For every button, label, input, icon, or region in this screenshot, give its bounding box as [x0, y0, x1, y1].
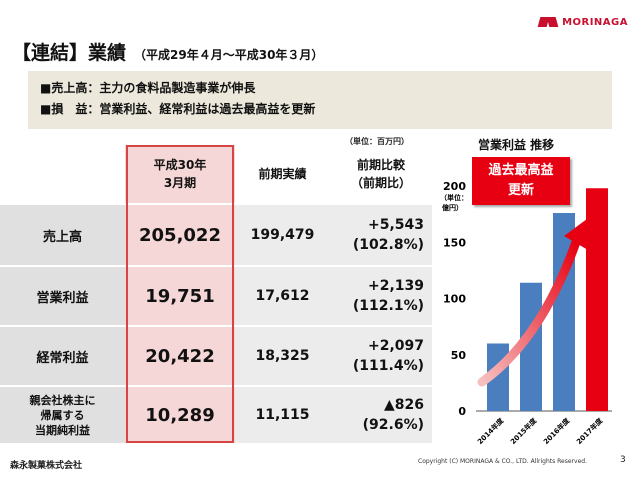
- row-current-value: 10,289: [125, 387, 235, 443]
- row-label: 売上高: [0, 205, 125, 265]
- title-period: （平成29年４月～平成30年３月）: [134, 48, 324, 62]
- row-change: +2,097 (111.4%): [330, 327, 432, 385]
- row-label: 営業利益: [0, 267, 125, 325]
- y-axis-unit-2: 億円）: [442, 203, 463, 212]
- y-axis-ticks: 0 50 100 150 200: [443, 180, 466, 418]
- header-previous: 前期実績: [235, 145, 330, 203]
- summary-box: ■売上高：主力の食料品製造事業が伸長 ■損 益：営業利益、経常利益は過去最高益を…: [28, 71, 612, 129]
- x-tick-label: 2017年度: [574, 415, 605, 446]
- footer-company: 森永製菓株式会社: [10, 461, 83, 471]
- operating-profit-chart: （単位： 億円） 0 50 100 150 200 2014年度 2015年度 2016年度…: [440, 180, 612, 446]
- header-change: 前期比較 （前期比）: [330, 145, 432, 203]
- footer-copyright: Copyright (C) MORINAGA & CO., LTD. Allri…: [418, 458, 587, 465]
- row-current-value: 20,422: [125, 327, 235, 385]
- logo-text: MORINAGA: [562, 16, 628, 28]
- chart-title: 営業利益 推移: [478, 138, 555, 152]
- growth-arrow-icon: [564, 216, 591, 250]
- title-main: 【連結】業績: [12, 42, 127, 64]
- row-current-value: 19,751: [125, 267, 235, 325]
- bar-2017年度: [586, 188, 608, 411]
- row-current-value: 205,022: [125, 205, 235, 265]
- header-current-period: 平成30年 3月期: [125, 145, 235, 203]
- table-row: 営業利益 19,751 17,612 +2,139 (112.1%): [0, 267, 432, 325]
- y-tick-label: 50: [451, 349, 467, 362]
- bar-2015年度: [520, 282, 542, 411]
- row-previous-value: 11,115: [235, 387, 330, 443]
- growth-arrow-shaft: [477, 237, 581, 387]
- x-tick-label: 2016年度: [541, 415, 572, 446]
- row-change: +2,139 (112.1%): [330, 267, 432, 325]
- page-title: 【連結】業績 （平成29年４月～平成30年３月）: [12, 38, 323, 65]
- y-tick-label: 0: [458, 405, 466, 418]
- row-previous-value: 17,612: [235, 267, 330, 325]
- row-previous-value: 199,479: [235, 205, 330, 265]
- table-row: 売上高 205,022 199,479 +5,543 (102.8%): [0, 205, 432, 265]
- row-change: +5,543 (102.8%): [330, 205, 432, 265]
- record-profit-callout: 過去最高益 更新: [472, 157, 570, 205]
- table-unit-note: （単位：百万円）: [345, 137, 409, 146]
- row-label: 親会社株主に 帰属する 当期純利益: [0, 387, 125, 443]
- y-tick-label: 150: [443, 236, 466, 249]
- row-label: 経常利益: [0, 327, 125, 385]
- summary-profit: ■損 益：営業利益、経常利益は過去最高益を更新: [40, 102, 316, 116]
- x-tick-label: 2014年度: [475, 415, 506, 446]
- y-tick-label: 100: [443, 293, 466, 306]
- morinaga-logo-icon: [539, 16, 559, 28]
- morinaga-logo: MORINAGA: [539, 16, 628, 28]
- x-tick-label: 2015年度: [508, 415, 539, 446]
- row-previous-value: 18,325: [235, 327, 330, 385]
- x-axis-labels: 2014年度 2015年度 2016年度 2017年度: [475, 415, 605, 446]
- table-row: 親会社株主に 帰属する 当期純利益 10,289 11,115 ▲826 (92.6%…: [0, 387, 432, 443]
- summary-sales: ■売上高：主力の食料品製造事業が伸長: [40, 81, 256, 95]
- bars: [487, 188, 608, 411]
- y-axis-unit: （単位：: [440, 193, 468, 202]
- table-header-row: 平成30年 3月期 前期実績 前期比較 （前期比）: [0, 145, 432, 203]
- table-row: 経常利益 20,422 18,325 +2,097 (111.4%): [0, 327, 432, 385]
- page-number: 3: [620, 455, 626, 465]
- row-change: ▲826 (92.6%): [330, 387, 432, 443]
- y-tick-label: 200: [443, 180, 466, 193]
